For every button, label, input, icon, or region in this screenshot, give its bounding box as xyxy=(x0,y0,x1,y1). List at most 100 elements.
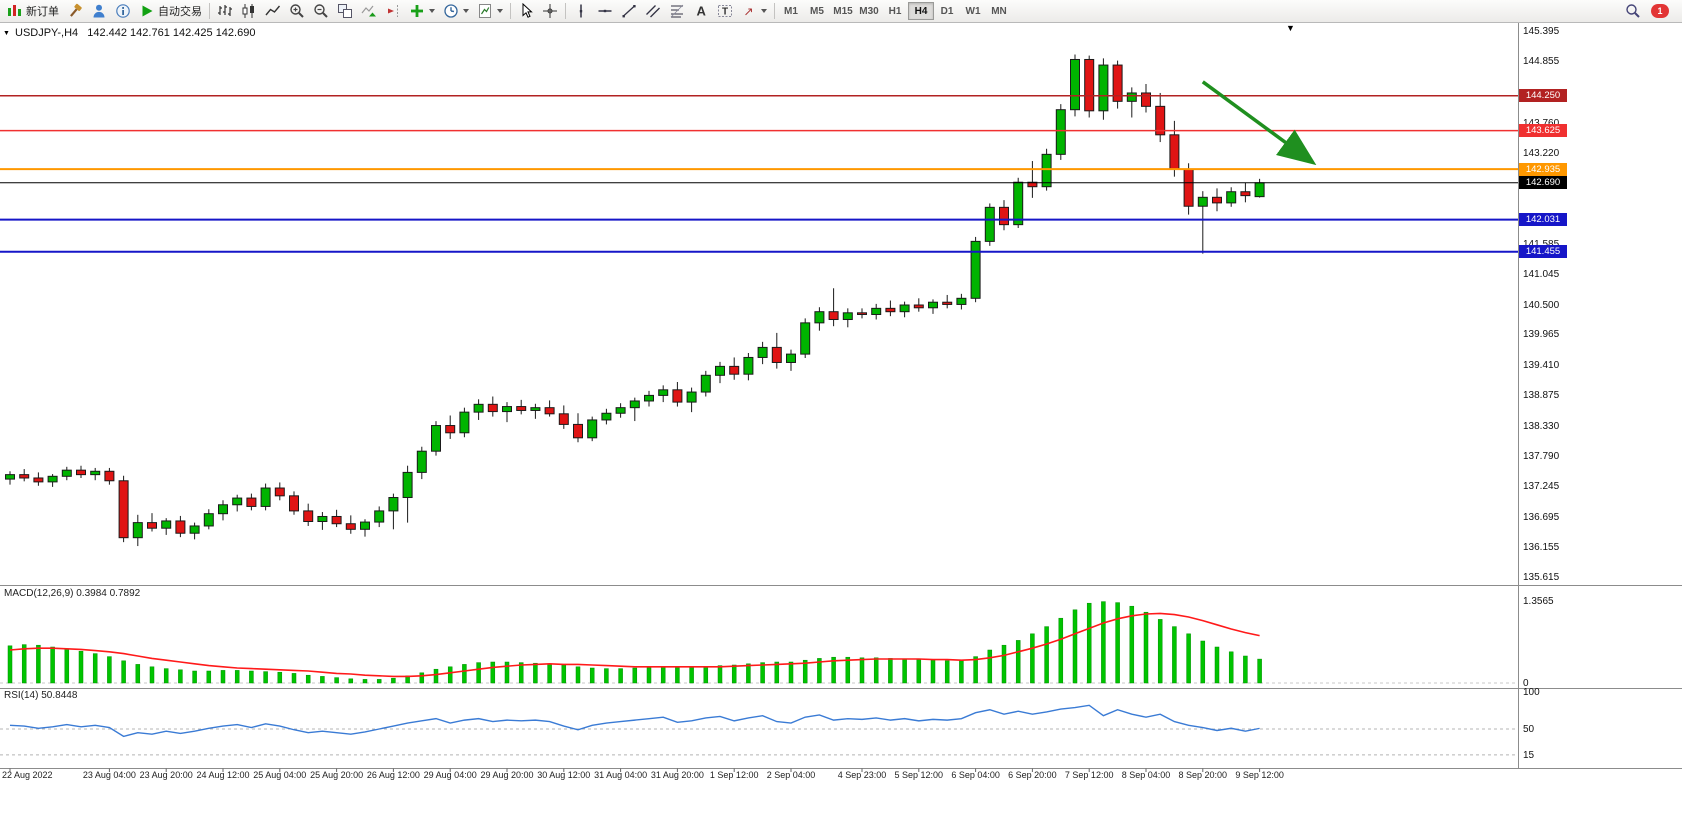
arrows-button[interactable]: ↗ xyxy=(737,1,771,21)
notification-badge[interactable]: 1 xyxy=(1651,4,1669,18)
time-axis-label: 7 Sep 12:00 xyxy=(1064,770,1114,780)
new-order-button[interactable]: 新订单 xyxy=(3,1,63,21)
price-axis-label: 138.875 xyxy=(1523,390,1560,402)
price-axis-label: 141.585 xyxy=(1523,239,1559,250)
price-level-badge: 144.250 xyxy=(1519,89,1567,103)
text-label-button[interactable]: T xyxy=(713,1,737,21)
svg-text:T: T xyxy=(722,7,728,18)
zoom-in-button[interactable] xyxy=(285,1,309,21)
price-axis-label: 144.855 xyxy=(1523,56,1560,68)
periods-button[interactable] xyxy=(439,1,473,21)
text-button[interactable]: A xyxy=(689,1,713,21)
timeframe-m1-button[interactable]: M1 xyxy=(778,2,804,20)
fibonacci-button[interactable] xyxy=(665,1,689,21)
price-level-badge: 142.935 xyxy=(1519,162,1567,176)
candlestick-icon xyxy=(242,4,254,18)
zoom-out-icon xyxy=(314,4,328,18)
crosshair-button[interactable] xyxy=(538,1,562,21)
price-level-badge: 143.625 xyxy=(1519,124,1567,138)
macd-axis-label: 1.3565 xyxy=(1523,596,1554,608)
svg-text:↗: ↗ xyxy=(744,5,754,19)
timeframe-d1-button[interactable]: D1 xyxy=(934,2,960,20)
rsi-axis-label: 15 xyxy=(1523,749,1535,761)
cursor-icon xyxy=(522,3,533,18)
ohlc-values: 142.442 142.761 142.425 142.690 xyxy=(87,27,256,39)
info-button[interactable] xyxy=(111,1,135,21)
chart-shift-icon xyxy=(388,5,398,17)
chart-marker-icon: ▼ xyxy=(1286,23,1295,33)
text-label-icon: T xyxy=(718,5,732,18)
trendline-button[interactable] xyxy=(617,1,641,21)
line-chart-button[interactable] xyxy=(261,1,285,21)
macd-label: MACD(12,26,9) 0.3984 0.7892 xyxy=(4,588,141,599)
time-axis-label: 23 Aug 20:00 xyxy=(139,770,193,780)
tile-windows-button[interactable] xyxy=(333,1,357,21)
horizontal-line-button[interactable] xyxy=(593,1,617,21)
annotation-arrow xyxy=(1201,80,1317,166)
time-axis-label: 6 Sep 04:00 xyxy=(951,770,1000,780)
new-order-label: 新订单 xyxy=(26,6,59,18)
zoom-out-button[interactable] xyxy=(309,1,333,21)
candles-layer xyxy=(5,54,1265,547)
symbol-period-label: USDJPY-,H4 xyxy=(15,27,79,39)
templates-button[interactable] xyxy=(473,1,507,21)
price-axis-label: 143.760 xyxy=(1523,117,1560,129)
rsi-label: RSI(14) 50.8448 xyxy=(4,690,78,701)
rsi-axis-label: 100 xyxy=(1523,687,1540,698)
search-button[interactable] xyxy=(1621,1,1645,21)
indicators-plus-icon xyxy=(411,5,423,17)
price-axis-label: 141.045 xyxy=(1523,269,1560,281)
time-axis-label: 29 Aug 04:00 xyxy=(423,770,477,780)
toolbar: 新订单 自动交易 xyxy=(0,0,1682,23)
fibonacci-icon xyxy=(670,4,684,18)
time-axis-label: 8 Sep 20:00 xyxy=(1178,770,1228,780)
dropdown-caret-icon xyxy=(429,9,435,13)
auto-scroll-button[interactable] xyxy=(357,1,381,21)
level-lines-layer xyxy=(0,95,1518,253)
community-person-icon xyxy=(93,4,105,18)
bar-chart-button[interactable] xyxy=(213,1,237,21)
chart-collapse-icon[interactable]: ▼ xyxy=(3,30,10,37)
cursor-button[interactable] xyxy=(514,1,538,21)
toolbar-separator xyxy=(774,3,775,19)
current-price-badge: 142.690 xyxy=(1519,176,1567,190)
time-axis-label: 5 Sep 12:00 xyxy=(894,770,944,780)
time-axis-label: 8 Sep 04:00 xyxy=(1121,770,1171,780)
new-order-icon xyxy=(8,5,21,16)
time-axis-label: 24 Aug 12:00 xyxy=(196,770,250,780)
community-button[interactable] xyxy=(87,1,111,21)
macd-axis-label: 0 xyxy=(1523,677,1529,689)
price-axis-label: 145.395 xyxy=(1523,26,1560,38)
indicators-button[interactable] xyxy=(405,1,439,21)
rsi-axis-label: 50 xyxy=(1523,724,1535,735)
price-axis-label: 136.155 xyxy=(1523,541,1560,553)
time-axis-label: 25 Aug 20:00 xyxy=(310,770,364,780)
timeframe-w1-button[interactable]: W1 xyxy=(960,2,986,20)
toolbar-separator xyxy=(510,3,511,19)
macd-signal-line xyxy=(9,612,1260,678)
candlestick-chart-button[interactable] xyxy=(237,1,261,21)
svg-text:A: A xyxy=(697,4,707,19)
templates-icon xyxy=(479,4,491,18)
metaeditor-hammer-icon xyxy=(70,3,82,17)
timeframe-m15-button[interactable]: M15 xyxy=(830,2,856,20)
timeframe-mn-button[interactable]: MN xyxy=(986,2,1012,20)
metaeditor-button[interactable] xyxy=(63,1,87,21)
channel-button[interactable] xyxy=(641,1,665,21)
timeframe-h4-button[interactable]: H4 xyxy=(908,2,934,20)
chart-title: USDJPY-,H4 142.442 142.761 142.425 142.6… xyxy=(15,27,255,39)
dropdown-caret-icon xyxy=(761,9,767,13)
macd-histogram-layer xyxy=(7,601,1262,684)
timeframe-h1-button[interactable]: H1 xyxy=(882,2,908,20)
chart-shift-button[interactable] xyxy=(381,1,405,21)
time-axis-label: 4 Sep 23:00 xyxy=(837,770,887,780)
price-axis-label: 139.410 xyxy=(1523,360,1560,372)
time-axis-label: 22 Aug 2022 xyxy=(2,770,53,780)
timeframe-m5-button[interactable]: M5 xyxy=(804,2,830,20)
timeframe-m30-button[interactable]: M30 xyxy=(856,2,882,20)
info-icon xyxy=(116,4,130,18)
autotrading-play-icon xyxy=(142,5,153,17)
vertical-line-button[interactable] xyxy=(569,1,593,21)
autotrading-button[interactable]: 自动交易 xyxy=(135,1,206,21)
